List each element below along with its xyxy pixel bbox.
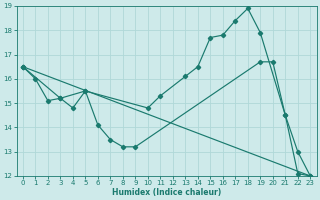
- X-axis label: Humidex (Indice chaleur): Humidex (Indice chaleur): [112, 188, 221, 197]
